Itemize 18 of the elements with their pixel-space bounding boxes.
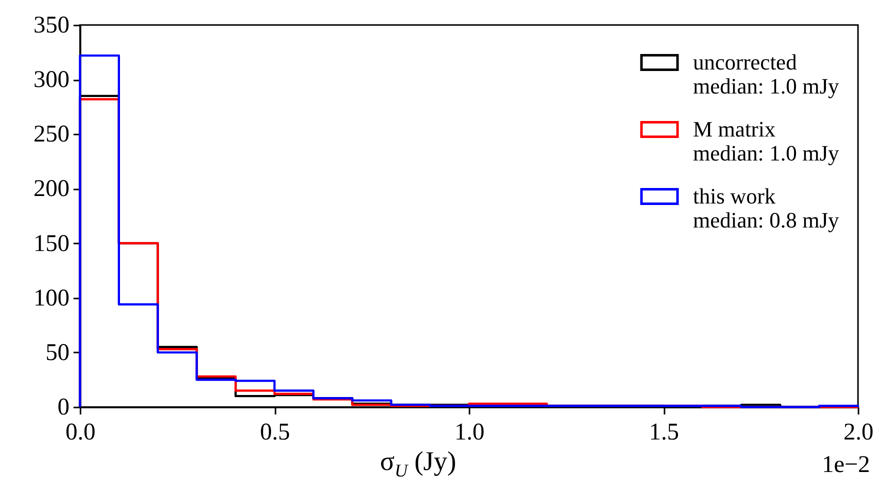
y-tick-label: 0 (58, 394, 70, 420)
y-tick-label: 50 (46, 340, 70, 366)
x-tick-label: 0.5 (260, 420, 290, 446)
x-tick-label: 0.0 (66, 420, 96, 446)
x-tick-label: 2.0 (844, 420, 874, 446)
x-axis-title: σ$_{U}$ (Jy) (380, 446, 456, 482)
y-tick-label: 200 (34, 176, 70, 202)
legend-label: M matrix median: 1.0 mJy (693, 116, 840, 166)
y-tick-label: 150 (34, 230, 70, 257)
legend-label: uncorrected median: 1.0 mJy (693, 50, 840, 98)
y-tick-label: 100 (34, 285, 70, 312)
y-tick-label: 300 (34, 67, 70, 94)
y-tick-label: 350 (34, 12, 70, 38)
x-tick-label: 1.0 (454, 420, 484, 446)
y-tick-label: 250 (34, 122, 70, 148)
legend-label: this work median: 0.8 mJy (693, 184, 840, 232)
text: 1e−2 (822, 452, 870, 479)
x-tick-label: 1.5 (649, 420, 679, 446)
